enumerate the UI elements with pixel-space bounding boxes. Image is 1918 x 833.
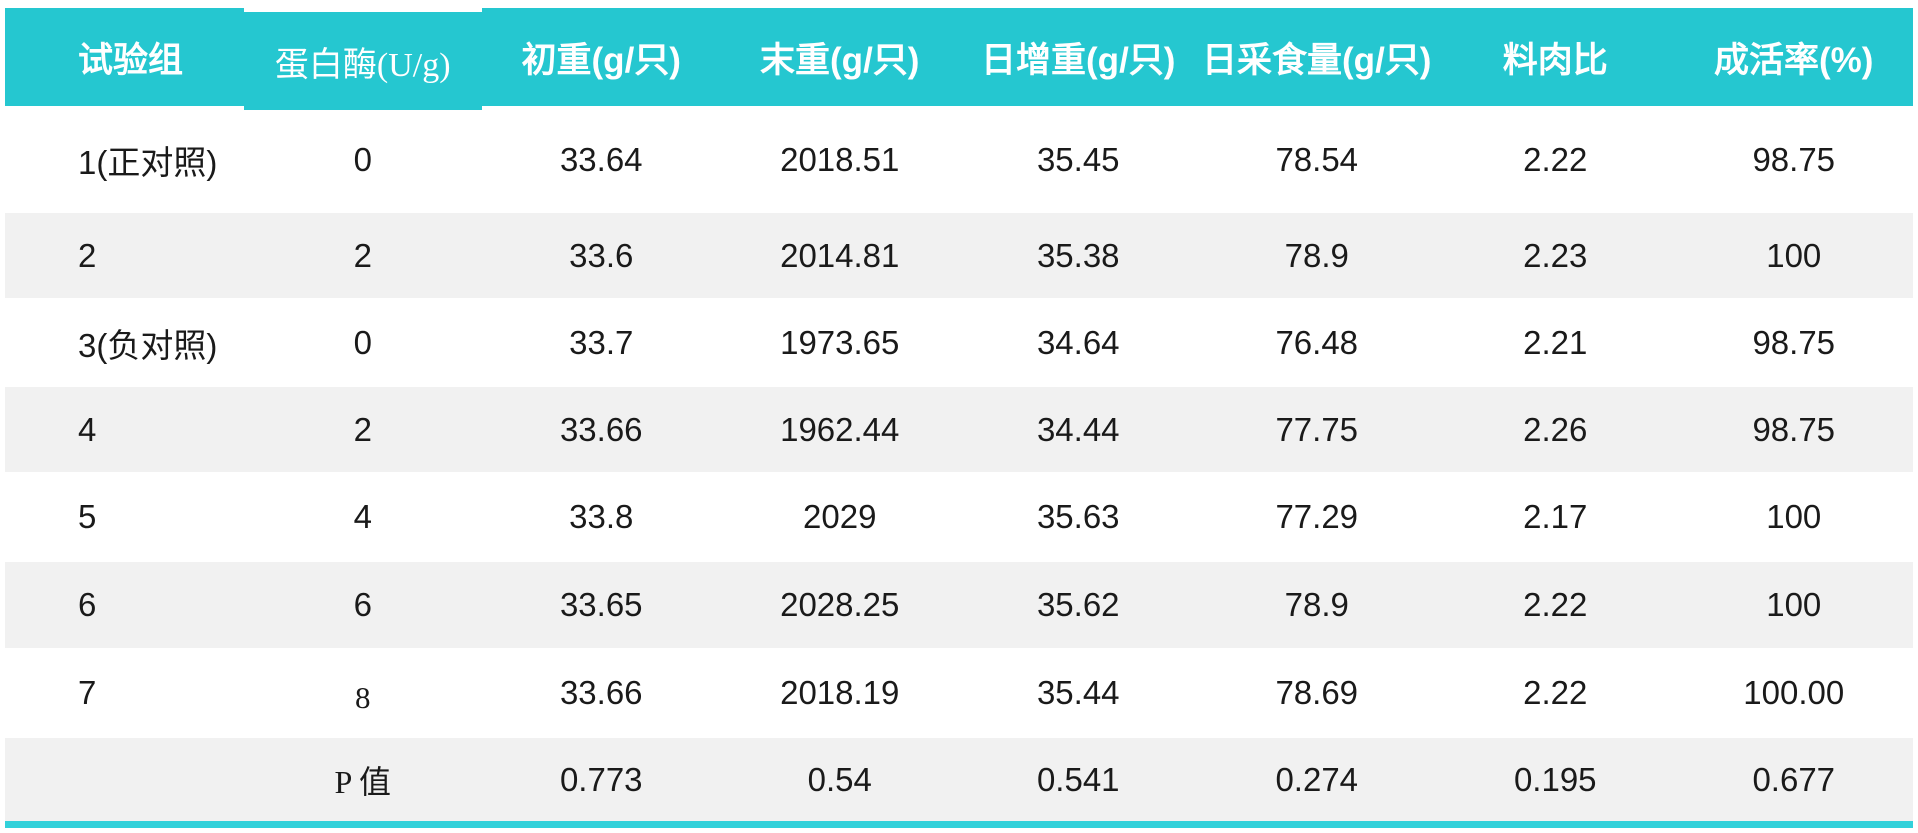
cell-protease: 0	[353, 323, 372, 361]
cell-final-weight: 2028.25	[780, 586, 900, 623]
cell-group: 3(负对照)	[78, 326, 218, 364]
column-header-feed-conversion: 料肉比	[1436, 8, 1675, 106]
cell-survival-rate: 100	[1766, 498, 1822, 535]
cell-daily-feed-intake: 78.69	[1275, 674, 1359, 711]
cell-group: 5	[78, 498, 97, 535]
cell-p-daily-gain: 0.541	[1036, 760, 1120, 798]
cell-final-weight: 2029	[803, 498, 877, 535]
cell-survival-rate: 100	[1766, 586, 1822, 623]
cell-daily-gain: 35.62	[1036, 586, 1120, 623]
column-header-protease: 蛋白酶(U/g)	[243, 12, 482, 110]
column-header-daily-feed-intake: 日采食量(g/只)	[1197, 8, 1436, 106]
cell-daily-feed-intake: 78.54	[1275, 140, 1359, 178]
cell-feed-conversion: 2.22	[1523, 140, 1588, 178]
column-header-daily-gain: 日增重(g/只)	[959, 8, 1198, 106]
cell-daily-feed-intake: 78.9	[1284, 236, 1349, 274]
cell-daily-gain: 35.45	[1036, 140, 1120, 178]
cell-final-weight: 2018.19	[780, 674, 900, 711]
table-row: 4 2 33.66 1962.44 34.44 77.75 2.26 98.75	[5, 387, 1913, 472]
cell-initial-weight: 33.66	[559, 410, 643, 448]
p-value-row: P 值 0.773 0.54 0.541 0.274 0.195 0.677	[5, 738, 1913, 821]
cell-group-empty	[5, 738, 244, 821]
cell-survival-rate: 98.75	[1752, 323, 1836, 361]
cell-daily-feed-intake: 76.48	[1275, 323, 1359, 361]
cell-survival-rate: 100.00	[1743, 674, 1845, 711]
cell-protease: 6	[353, 586, 372, 623]
cell-protease: 8	[355, 680, 371, 715]
cell-initial-weight: 33.65	[559, 586, 643, 623]
table-row: 3(负对照) 0 33.7 1973.65 34.64 76.48 2.21 9…	[5, 298, 1913, 387]
cell-daily-gain: 35.63	[1036, 498, 1120, 535]
cell-protease: 4	[353, 498, 372, 535]
table-row: 1(正对照) 0 33.64 2018.51 35.45 78.54 2.22 …	[5, 106, 1913, 213]
experiment-results-table: 试验组 蛋白酶(U/g) 初重(g/只) 末重(g/只) 日增重(g/只) 日采…	[5, 8, 1913, 821]
cell-daily-gain: 34.64	[1036, 323, 1120, 361]
header-row: 试验组 蛋白酶(U/g) 初重(g/只) 末重(g/只) 日增重(g/只) 日采…	[5, 8, 1913, 110]
cell-daily-gain: 35.44	[1036, 674, 1120, 711]
cell-initial-weight: 33.6	[569, 236, 634, 274]
cell-survival-rate: 98.75	[1752, 140, 1836, 178]
cell-group: 1(正对照)	[78, 143, 218, 181]
cell-protease: 2	[353, 410, 372, 448]
column-header-survival-rate: 成活率(%)	[1674, 8, 1913, 106]
cell-p-survival-rate: 0.677	[1752, 760, 1836, 798]
table-row: 5 4 33.8 2029 35.63 77.29 2.17 100	[5, 472, 1913, 562]
cell-daily-feed-intake: 77.29	[1275, 498, 1359, 535]
table-row: 7 8 33.66 2018.19 35.44 78.69 2.22 100.0…	[5, 648, 1913, 738]
cell-group: 7	[78, 674, 97, 711]
column-header-initial-weight: 初重(g/只)	[482, 8, 721, 106]
cell-initial-weight: 33.8	[569, 498, 634, 535]
cell-survival-rate: 98.75	[1752, 410, 1836, 448]
cell-group: 4	[78, 410, 97, 448]
cell-protease: 0	[353, 140, 372, 178]
cell-survival-rate: 100	[1766, 236, 1822, 274]
table-row: 6 6 33.65 2028.25 35.62 78.9 2.22 100	[5, 562, 1913, 648]
cell-final-weight: 1973.65	[780, 323, 900, 361]
cell-p-final-weight: 0.54	[807, 760, 872, 798]
column-header-group: 试验组	[5, 8, 244, 106]
cell-final-weight: 2014.81	[780, 236, 900, 274]
cell-p-feed-conversion: 0.195	[1513, 760, 1597, 798]
column-header-final-weight: 末重(g/只)	[720, 8, 959, 106]
table-bottom-border	[5, 821, 1913, 828]
cell-initial-weight: 33.64	[559, 140, 643, 178]
cell-daily-gain: 34.44	[1036, 410, 1120, 448]
cell-final-weight: 1962.44	[780, 410, 900, 448]
cell-feed-conversion: 2.22	[1523, 586, 1588, 623]
cell-group: 6	[78, 586, 97, 623]
cell-feed-conversion: 2.21	[1523, 323, 1588, 361]
table-row: 2 2 33.6 2014.81 35.38 78.9 2.23 100	[5, 213, 1913, 298]
cell-feed-conversion: 2.22	[1523, 674, 1588, 711]
cell-p-initial-weight: 0.773	[559, 760, 643, 798]
cell-group: 2	[78, 236, 97, 274]
cell-protease: 2	[353, 236, 372, 274]
cell-daily-gain: 35.38	[1036, 236, 1120, 274]
cell-feed-conversion: 2.26	[1523, 410, 1588, 448]
cell-initial-weight: 33.66	[559, 674, 643, 711]
cell-final-weight: 2018.51	[780, 140, 900, 178]
cell-feed-conversion: 2.23	[1523, 236, 1588, 274]
cell-daily-feed-intake: 77.75	[1275, 410, 1359, 448]
cell-p-daily-feed-intake: 0.274	[1275, 760, 1359, 798]
cell-feed-conversion: 2.17	[1523, 498, 1588, 535]
cell-initial-weight: 33.7	[569, 323, 634, 361]
p-value-label: P 值	[334, 763, 392, 800]
cell-daily-feed-intake: 78.9	[1284, 586, 1349, 623]
